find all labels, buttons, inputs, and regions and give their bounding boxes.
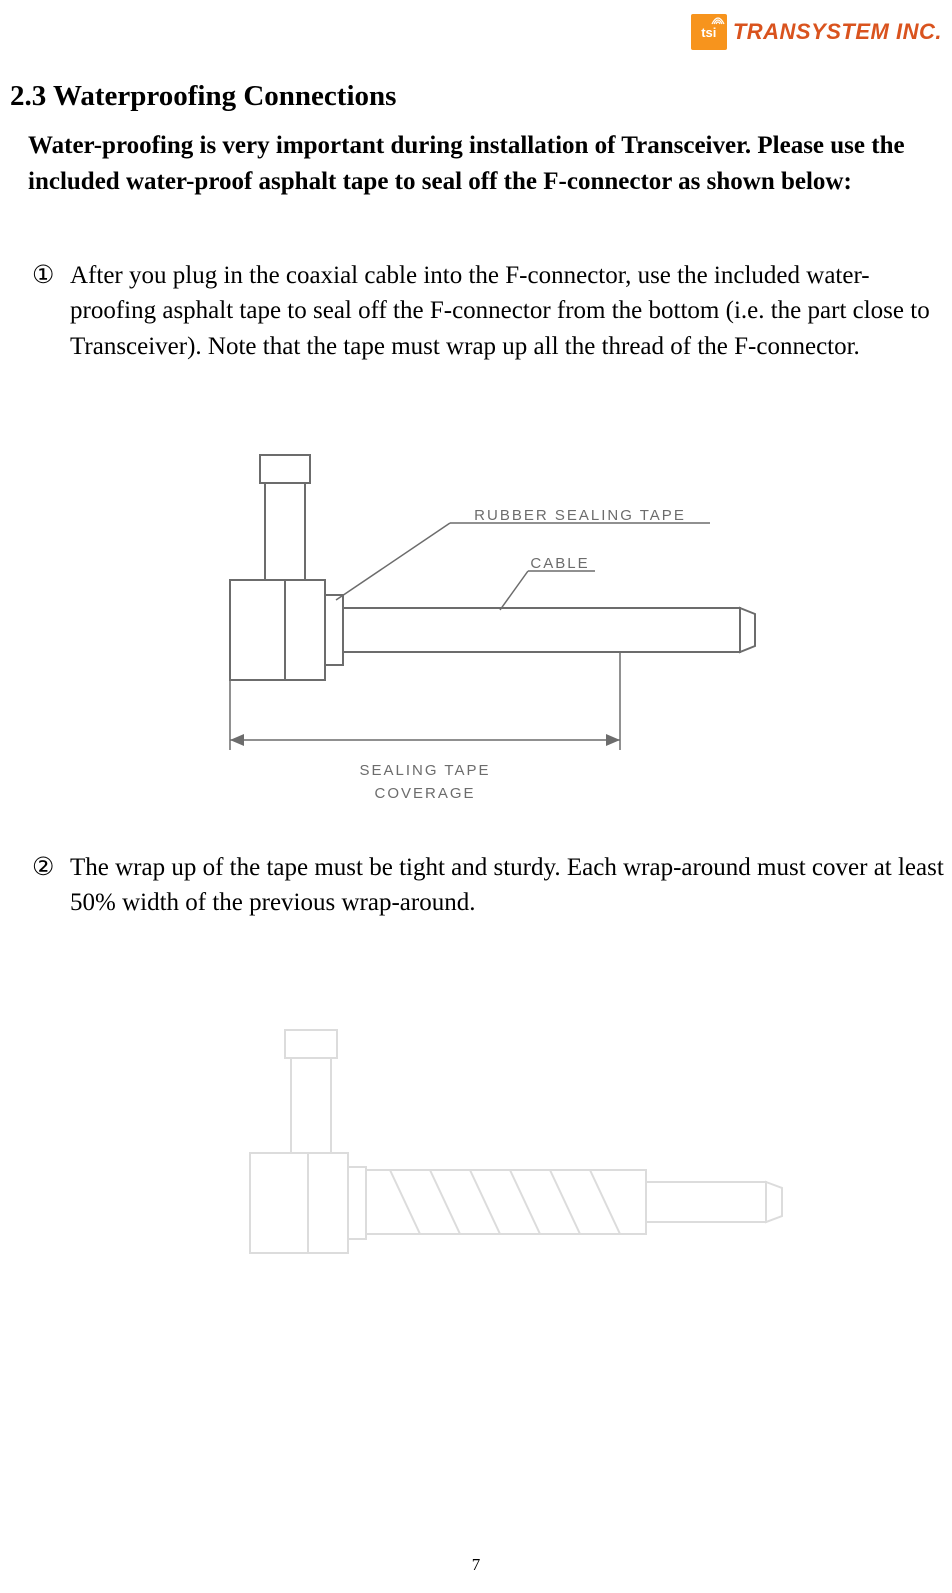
wifi-icon (711, 16, 725, 26)
diagram-sealing-tape: RUBBER SEALING TAPE CABLE SEALING TAPE C… (200, 440, 760, 820)
section-heading: 2.3 Waterproofing Connections (10, 80, 396, 113)
intro-paragraph: Water-proofing is very important during … (28, 128, 952, 199)
label-coverage-1: SEALING TAPE (360, 762, 491, 779)
page-header: tsi TRANSYSTEM INC. (691, 14, 942, 50)
section-title: Waterproofing Connections (53, 80, 396, 112)
step-2: ② The wrap up of the tape must be tight … (32, 850, 944, 921)
label-coverage-2: COVERAGE (374, 785, 475, 802)
label-cable: CABLE (530, 555, 589, 572)
section-number: 2.3 (10, 80, 46, 112)
page-number: 7 (472, 1555, 481, 1575)
step-1-marker: ① (32, 261, 64, 289)
logo-text: tsi (701, 26, 716, 39)
step-1-text: After you plug in the coaxial cable into… (32, 258, 944, 365)
company-name: TRANSYSTEM INC. (733, 19, 942, 45)
step-1: ① After you plug in the coaxial cable in… (32, 258, 944, 364)
company-logo-icon: tsi (691, 14, 727, 50)
step-2-marker: ② (32, 853, 64, 881)
label-rubber: RUBBER SEALING TAPE (474, 507, 686, 524)
diagram-wrap (220, 1010, 790, 1350)
step-2-text: The wrap up of the tape must be tight an… (32, 850, 944, 921)
